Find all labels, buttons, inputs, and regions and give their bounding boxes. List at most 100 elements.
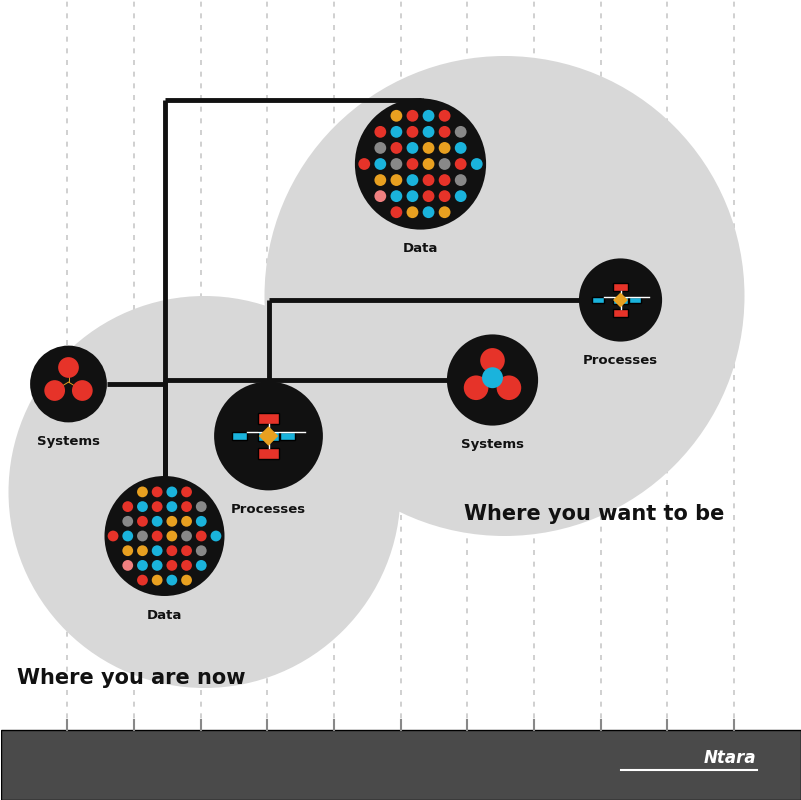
- Circle shape: [423, 158, 434, 170]
- Circle shape: [196, 560, 207, 571]
- Text: Data: Data: [403, 242, 438, 255]
- Circle shape: [439, 174, 450, 186]
- Circle shape: [137, 560, 148, 571]
- Circle shape: [374, 190, 386, 202]
- Circle shape: [104, 476, 224, 596]
- FancyBboxPatch shape: [258, 413, 279, 424]
- Circle shape: [439, 158, 450, 170]
- Circle shape: [214, 382, 323, 490]
- Text: Where you are now: Where you are now: [17, 668, 245, 688]
- Circle shape: [167, 574, 177, 586]
- Circle shape: [391, 190, 402, 202]
- Polygon shape: [259, 426, 278, 446]
- Circle shape: [196, 546, 207, 556]
- Circle shape: [439, 142, 450, 154]
- Circle shape: [151, 501, 163, 512]
- Circle shape: [167, 560, 177, 571]
- FancyBboxPatch shape: [280, 432, 295, 440]
- Circle shape: [439, 126, 450, 138]
- Circle shape: [391, 206, 402, 218]
- Circle shape: [423, 174, 434, 186]
- Circle shape: [151, 516, 163, 526]
- Circle shape: [374, 158, 386, 170]
- Circle shape: [455, 126, 467, 138]
- Circle shape: [151, 574, 163, 586]
- Circle shape: [181, 560, 192, 571]
- Circle shape: [123, 501, 133, 512]
- Circle shape: [423, 126, 434, 138]
- Circle shape: [407, 110, 418, 122]
- Circle shape: [355, 98, 486, 230]
- Circle shape: [407, 158, 418, 170]
- Circle shape: [358, 158, 370, 170]
- FancyBboxPatch shape: [630, 297, 641, 303]
- Circle shape: [196, 516, 207, 526]
- FancyBboxPatch shape: [1, 730, 800, 800]
- Circle shape: [407, 126, 418, 138]
- Circle shape: [167, 530, 177, 542]
- Circle shape: [196, 530, 207, 542]
- Text: Systems: Systems: [37, 435, 100, 448]
- Circle shape: [123, 516, 133, 526]
- Circle shape: [374, 126, 386, 138]
- Circle shape: [497, 375, 521, 400]
- Circle shape: [455, 158, 467, 170]
- Circle shape: [167, 546, 177, 556]
- Circle shape: [391, 110, 402, 122]
- Circle shape: [423, 206, 434, 218]
- Circle shape: [447, 334, 538, 426]
- Circle shape: [181, 574, 192, 586]
- Circle shape: [407, 206, 418, 218]
- FancyBboxPatch shape: [613, 282, 629, 291]
- Circle shape: [137, 501, 148, 512]
- Circle shape: [44, 380, 65, 401]
- Circle shape: [181, 530, 192, 542]
- Circle shape: [480, 348, 505, 373]
- Circle shape: [151, 560, 163, 571]
- Circle shape: [181, 516, 192, 526]
- Circle shape: [123, 560, 133, 571]
- Circle shape: [391, 142, 402, 154]
- Circle shape: [407, 190, 418, 202]
- Circle shape: [151, 530, 163, 542]
- Circle shape: [374, 174, 386, 186]
- Circle shape: [30, 346, 107, 422]
- Text: Processes: Processes: [583, 354, 658, 367]
- Circle shape: [579, 258, 662, 342]
- Circle shape: [167, 501, 177, 512]
- Circle shape: [181, 486, 192, 498]
- Circle shape: [439, 206, 450, 218]
- Circle shape: [464, 375, 489, 400]
- Circle shape: [137, 486, 148, 498]
- FancyBboxPatch shape: [592, 297, 604, 303]
- Circle shape: [167, 486, 177, 498]
- Circle shape: [423, 142, 434, 154]
- Circle shape: [455, 190, 467, 202]
- Circle shape: [167, 516, 177, 526]
- Circle shape: [391, 174, 402, 186]
- Circle shape: [211, 530, 221, 542]
- FancyBboxPatch shape: [258, 430, 279, 442]
- Circle shape: [151, 486, 163, 498]
- Circle shape: [137, 530, 148, 542]
- Circle shape: [181, 546, 192, 556]
- Text: Where you want to be: Where you want to be: [465, 504, 725, 524]
- Circle shape: [123, 546, 133, 556]
- FancyBboxPatch shape: [613, 309, 629, 318]
- Text: Ntara: Ntara: [704, 750, 756, 767]
- Circle shape: [439, 110, 450, 122]
- Text: Data: Data: [147, 609, 182, 622]
- Circle shape: [137, 516, 148, 526]
- Circle shape: [107, 530, 119, 542]
- Circle shape: [391, 158, 402, 170]
- Circle shape: [482, 367, 503, 388]
- Circle shape: [181, 501, 192, 512]
- Circle shape: [196, 501, 207, 512]
- Circle shape: [374, 142, 386, 154]
- Circle shape: [264, 56, 744, 536]
- Circle shape: [123, 530, 133, 542]
- Circle shape: [137, 574, 148, 586]
- Circle shape: [471, 158, 483, 170]
- Circle shape: [423, 110, 434, 122]
- Circle shape: [439, 190, 450, 202]
